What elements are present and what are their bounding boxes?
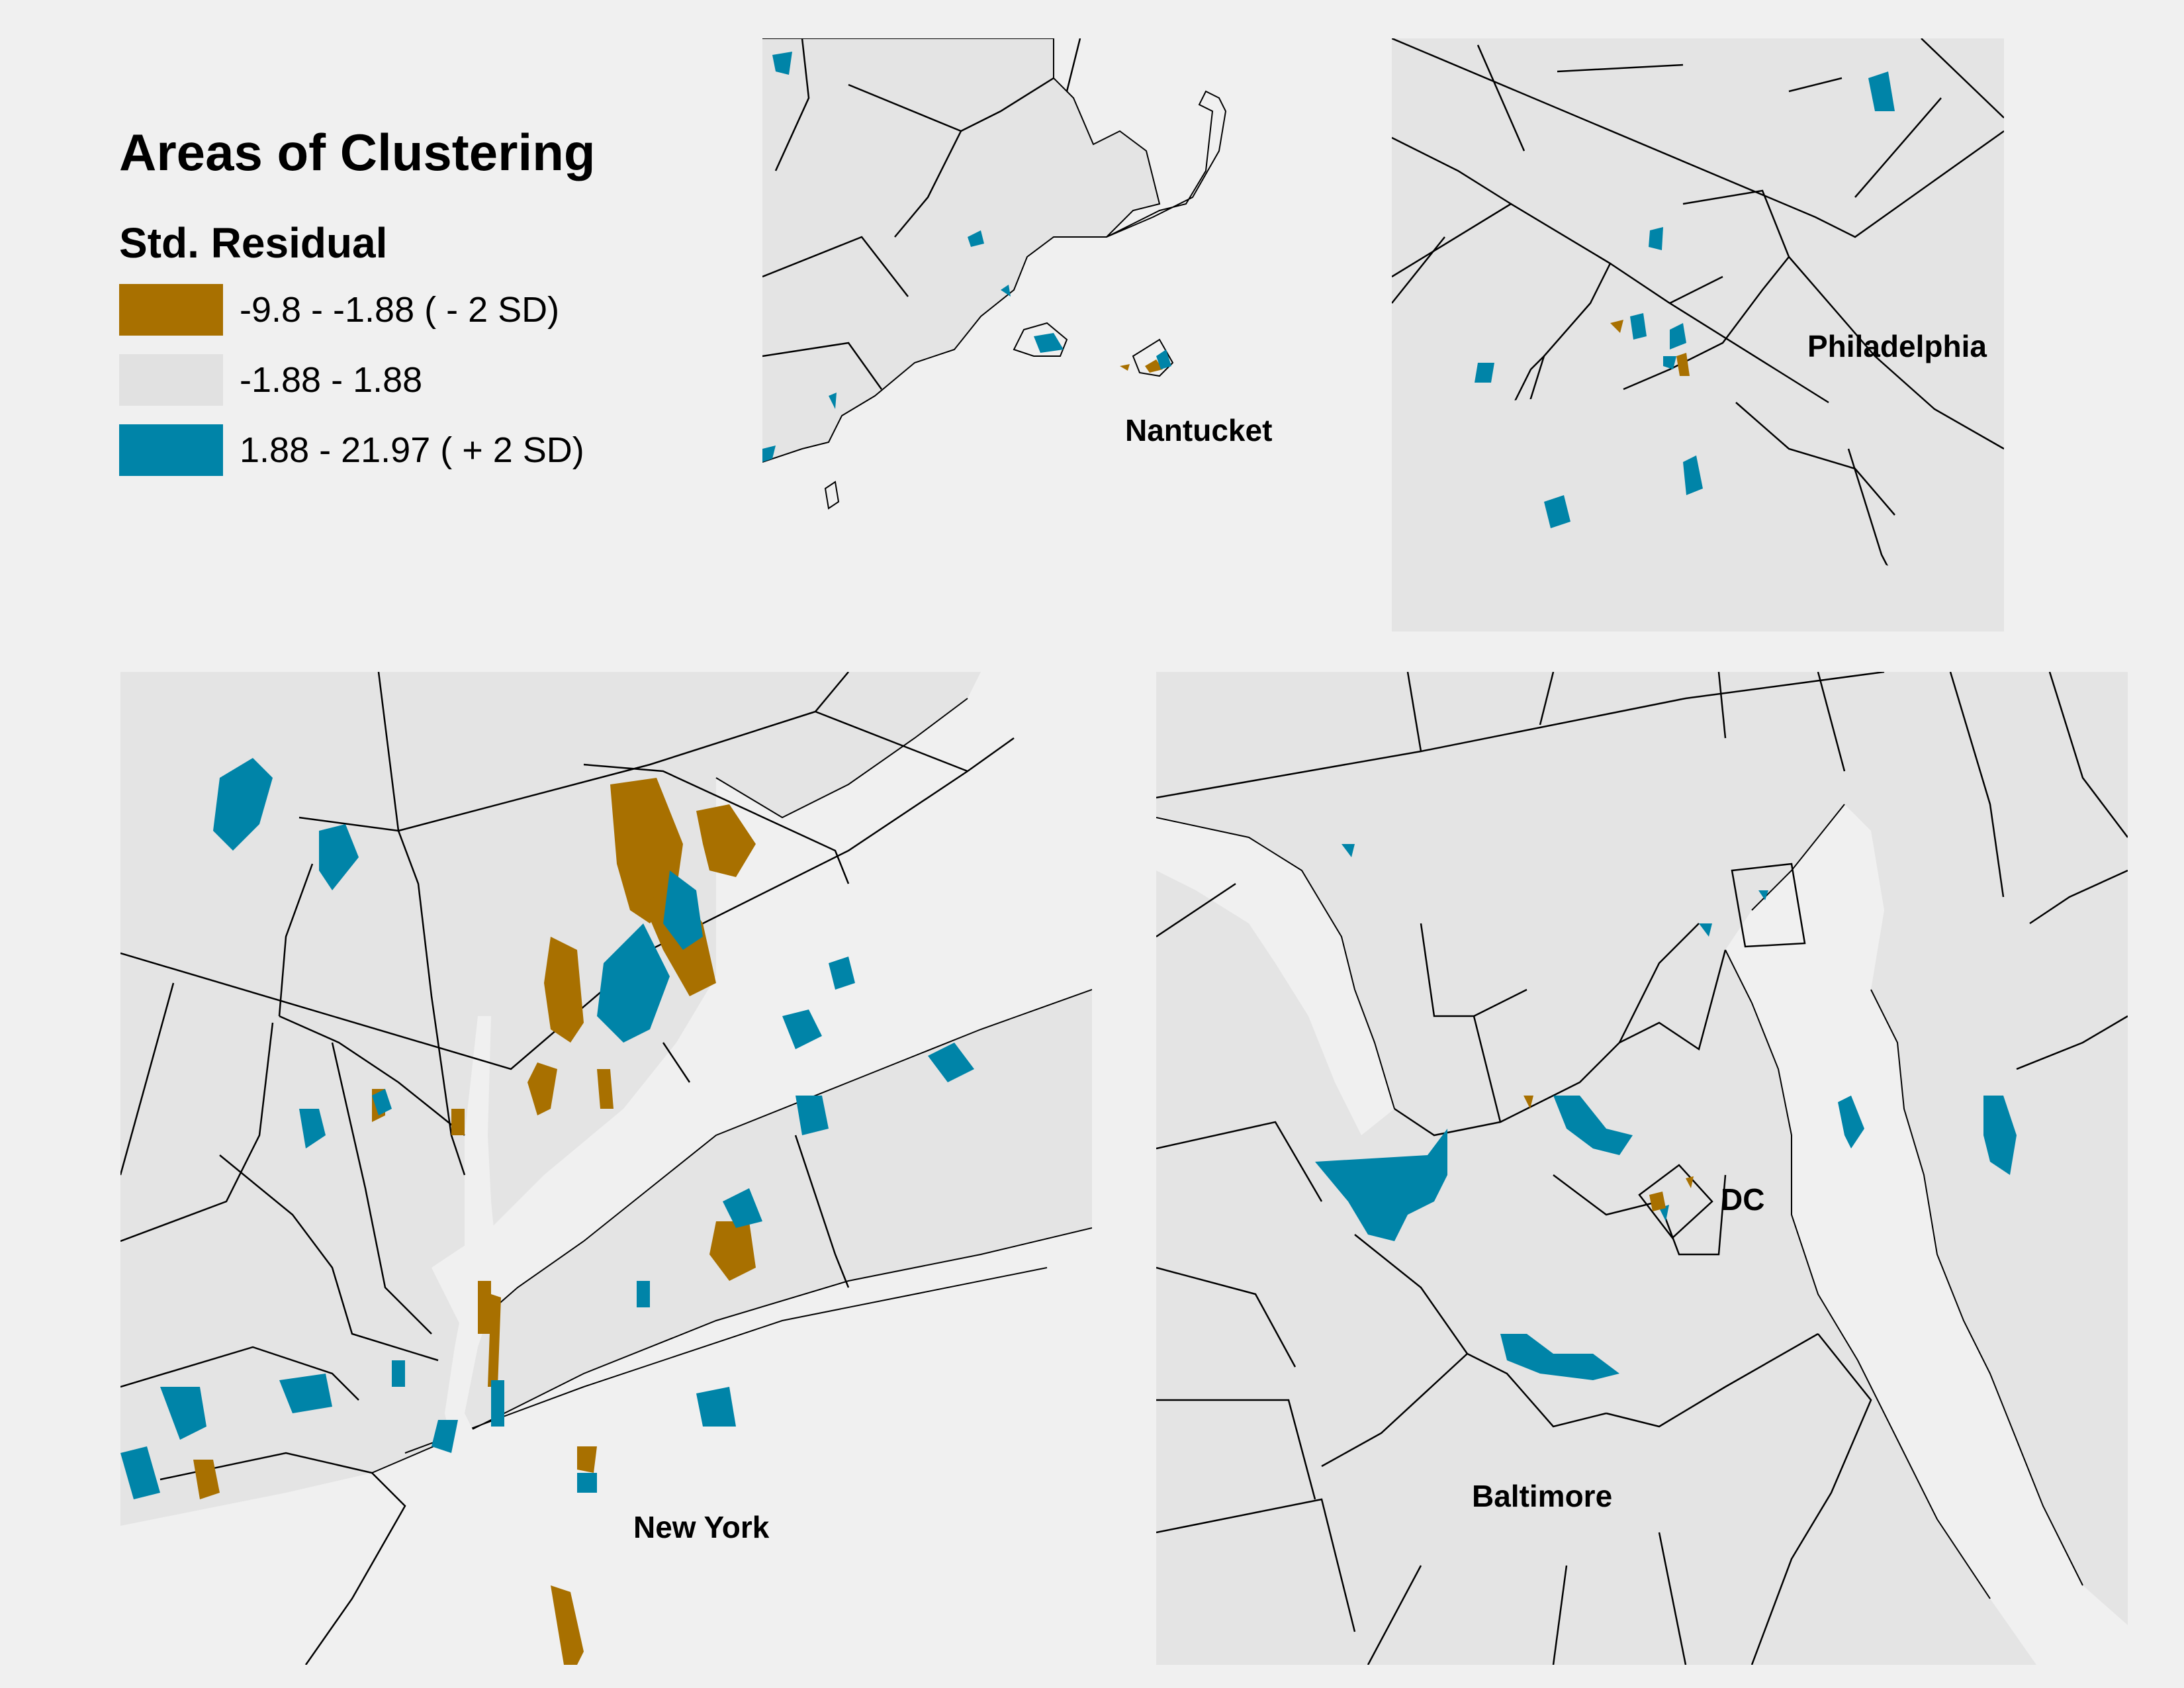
philadelphia-map xyxy=(1392,38,2004,632)
legend-item-neutral: -1.88 - 1.88 xyxy=(119,353,422,406)
legend-item-low: -9.8 - -1.88 ( - 2 SD) xyxy=(119,283,559,336)
baltimore-dc-map xyxy=(1156,672,2128,1665)
legend-swatch-high xyxy=(119,424,223,476)
nantucket-map xyxy=(762,38,1227,510)
city-label-philadelphia: Philadelphia xyxy=(1807,329,1987,363)
map-panel-baltimore-dc[interactable]: Baltimore xyxy=(1156,672,2128,1665)
legend-title: Areas of Clustering xyxy=(119,123,596,181)
legend-swatch-neutral xyxy=(119,354,223,406)
map-panel-nantucket[interactable]: Nantucket xyxy=(762,38,1300,568)
new-york-map xyxy=(120,672,1092,1665)
city-label-new-york: New York xyxy=(633,1510,770,1544)
city-label-dc: DC xyxy=(1721,1182,1765,1217)
city-label-nantucket: Nantucket xyxy=(1125,413,1273,447)
legend-swatch-low xyxy=(119,284,223,336)
map-panel-new-york[interactable]: New York xyxy=(120,672,1092,1665)
legend-label-high: 1.88 - 21.97 ( + 2 SD) xyxy=(240,430,584,470)
legend-label-neutral: -1.88 - 1.88 xyxy=(240,360,423,400)
city-label-baltimore: Baltimore xyxy=(1472,1479,1613,1513)
map-panel-philadelphia[interactable]: Philadelphia xyxy=(1392,38,2004,632)
legend-label-low: -9.8 - -1.88 ( - 2 SD) xyxy=(240,290,560,330)
legend-item-high: 1.88 - 21.97 ( + 2 SD) xyxy=(119,424,584,477)
legend-subtitle: Std. Residual xyxy=(119,219,388,267)
